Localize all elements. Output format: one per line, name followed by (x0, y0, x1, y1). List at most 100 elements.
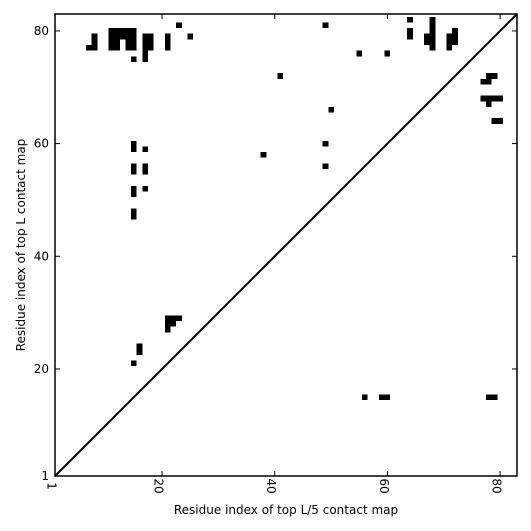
contact-cell (131, 39, 137, 45)
y-axis-label: Residue index of top L contact map (14, 139, 28, 352)
contact-cell (378, 394, 385, 400)
contact-cell (446, 39, 453, 45)
contact-cell (108, 44, 115, 51)
y-tick-label: 20 (34, 362, 49, 376)
contact-cell (429, 33, 436, 40)
contacts-layer (85, 16, 503, 400)
contact-cell (91, 44, 98, 51)
x-tick-label: 40 (264, 478, 278, 493)
contact-cell (119, 33, 126, 40)
contact-cell (486, 101, 492, 107)
contact-cell (142, 50, 148, 57)
contact-cell (142, 56, 148, 62)
y-tick-label: 1 (41, 469, 49, 483)
contact-cell (147, 33, 154, 40)
contact-cell (131, 33, 137, 40)
contact-cell (131, 185, 137, 192)
contact-cell (164, 44, 171, 51)
contact-cell (114, 39, 120, 45)
contact-cell (164, 326, 171, 333)
contact-cell (119, 28, 126, 34)
contact-cell (136, 343, 143, 350)
contact-cell (491, 73, 498, 79)
contact-cell (131, 208, 137, 215)
contact-cell (131, 214, 137, 220)
contact-cell (85, 44, 92, 51)
contact-cell (131, 163, 137, 169)
contact-cell (142, 39, 148, 45)
contact-cell (486, 73, 492, 79)
contact-cell (142, 163, 148, 169)
contact-cell (491, 95, 498, 102)
contact-cell (328, 106, 334, 113)
contact-cell (322, 140, 329, 147)
contact-cell (486, 78, 492, 85)
contact-cell (164, 39, 171, 45)
contact-cell (147, 44, 154, 51)
y-tick-label: 60 (34, 137, 49, 151)
contact-cell (260, 152, 267, 158)
contact-cell (91, 33, 98, 40)
contact-cell (176, 315, 182, 322)
contact-cell (384, 394, 391, 400)
contact-cell (131, 360, 137, 367)
contact-cell (142, 44, 148, 51)
contact-cell (142, 146, 148, 153)
contact-cell (114, 44, 120, 51)
contact-cell (125, 28, 132, 34)
plot-frame (54, 13, 518, 477)
contact-cell (480, 78, 487, 85)
contact-cell (407, 16, 413, 23)
contact-cell (384, 50, 391, 57)
contact-cell (131, 191, 137, 198)
contact-cell (187, 33, 194, 40)
contact-cell (142, 168, 148, 175)
contact-cell (486, 394, 492, 400)
contact-cell (429, 28, 436, 34)
contact-cell (125, 33, 132, 40)
contact-cell (142, 33, 148, 40)
contact-cell (164, 33, 171, 40)
contact-cell (108, 33, 115, 40)
x-tick-label: 80 (490, 478, 504, 493)
contact-cell (91, 39, 98, 45)
y-tick-label: 40 (34, 249, 49, 263)
contact-cell (176, 22, 182, 29)
contact-cell (356, 50, 363, 57)
x-tick-label: 1 (45, 482, 59, 490)
contact-cell (452, 28, 458, 34)
contact-cell (424, 39, 430, 45)
contact-cell (362, 394, 368, 400)
contact-cell (429, 44, 436, 51)
contact-cell (108, 39, 115, 45)
x-tick-label: 60 (377, 478, 391, 493)
contact-cell (491, 118, 498, 124)
contact-cell (147, 39, 154, 45)
contact-cell (164, 315, 171, 322)
contact-cell (424, 33, 430, 40)
contact-cell (114, 33, 120, 40)
contact-cell (480, 95, 487, 102)
contact-cell (125, 44, 132, 51)
contact-cell (131, 168, 137, 175)
contact-cell (125, 39, 132, 45)
contact-cell (452, 33, 458, 40)
contact-cell (322, 22, 329, 29)
contact-cell (497, 95, 503, 102)
contact-cell (429, 39, 436, 45)
contact-cell (491, 394, 498, 400)
diagonal-line (54, 13, 518, 477)
x-axis-label: Residue index of top L/5 contact map (174, 503, 398, 517)
contact-cell (446, 33, 453, 40)
x-tick-label: 20 (152, 478, 166, 493)
contact-cell (429, 16, 436, 23)
contact-cell (322, 163, 329, 169)
contact-cell (164, 321, 171, 327)
contact-cell (497, 118, 503, 124)
contact-cell (407, 28, 413, 34)
contact-cell (108, 28, 115, 34)
ticks-layer: 1 20 40 60 80 1 20 40 60 80 (34, 14, 517, 494)
contact-cell (131, 44, 137, 51)
contact-cell (452, 39, 458, 45)
